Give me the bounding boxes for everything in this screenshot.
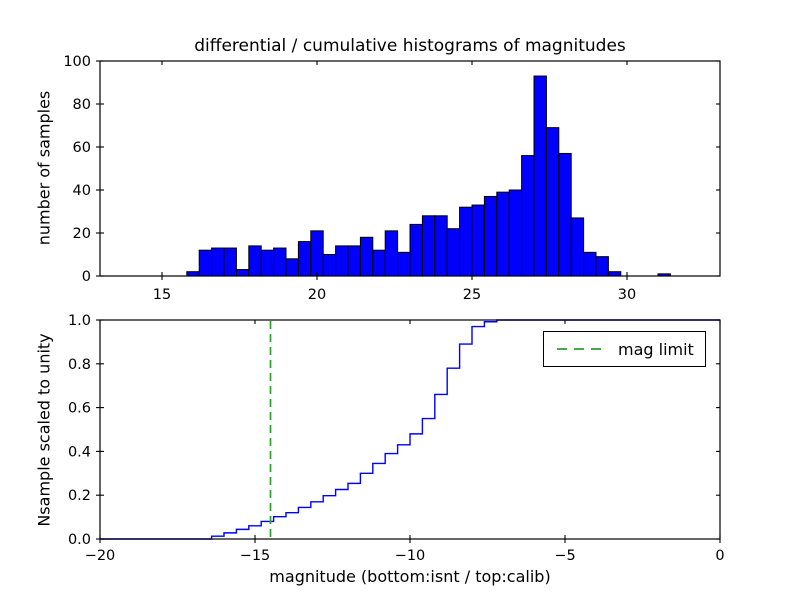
tick-label: 80	[73, 97, 91, 113]
histogram-bar	[285, 258, 299, 277]
histogram-bar	[359, 236, 374, 277]
cumulative-curve	[100, 319, 720, 540]
histogram-bar	[223, 247, 237, 277]
tick-label: −10	[395, 548, 426, 564]
tick-label: 0	[82, 269, 91, 285]
histogram-bar	[397, 251, 411, 277]
histogram-bar	[297, 241, 312, 277]
tick-label: 0.0	[68, 532, 91, 548]
histogram-bar	[496, 191, 510, 277]
tick-label: −20	[85, 548, 116, 564]
histogram-bar	[595, 256, 609, 277]
histogram-bar	[446, 228, 461, 277]
histogram-bar	[459, 206, 473, 277]
tick-label: −5	[554, 548, 575, 564]
legend: mag limit	[543, 331, 706, 367]
tick-label: 30	[618, 287, 636, 303]
histogram-bar	[384, 230, 399, 277]
tick-label: 20	[308, 287, 326, 303]
tick-label: 0	[715, 548, 724, 564]
histogram-bar	[211, 247, 225, 277]
histogram-bar	[545, 127, 560, 277]
tick-label: 0.8	[68, 357, 91, 373]
histogram-bar	[533, 75, 547, 277]
histogram-bar	[409, 223, 423, 277]
histogram-bar	[372, 249, 386, 277]
tick-label: 0.4	[68, 444, 91, 460]
histogram-bar	[310, 230, 324, 277]
histogram-bar	[335, 245, 349, 277]
histogram-bar	[434, 215, 448, 277]
tick-label: 25	[463, 287, 481, 303]
histogram-bar	[347, 245, 361, 277]
tick-label: 0.6	[68, 401, 91, 417]
histogram-bar	[186, 271, 200, 277]
histogram-bar	[235, 269, 250, 277]
tick-label: 0.2	[68, 488, 91, 504]
histogram-bar	[322, 254, 337, 277]
plot-border	[99, 60, 721, 277]
tick-label: 15	[153, 287, 171, 303]
legend-label: mag limit	[618, 339, 694, 359]
tick-label: 60	[73, 140, 91, 156]
histogram-bar	[607, 271, 622, 277]
tick-label: −15	[240, 548, 271, 564]
figure-title: differential / cumulative histograms of …	[194, 36, 626, 56]
tick-label: 100	[63, 54, 91, 70]
histogram-bar	[558, 152, 572, 277]
histogram-bar	[273, 247, 287, 277]
histogram-bar	[521, 155, 535, 277]
tick-label: 40	[73, 183, 91, 199]
tick-label: 1.0	[68, 313, 91, 329]
legend-dash-sample	[557, 348, 601, 350]
histogram-bar	[421, 215, 436, 277]
histogram-bar	[198, 249, 213, 277]
histogram-bar	[483, 195, 498, 277]
histogram-bar	[570, 217, 585, 277]
histogram-bar	[248, 245, 262, 277]
histogram-bar	[260, 249, 275, 277]
histogram-bar	[508, 189, 523, 277]
tick-label: 20	[73, 226, 91, 242]
bottom-xlabel: magnitude (bottom:isnt / top:calib)	[269, 567, 551, 586]
histogram-bar	[583, 251, 597, 277]
histogram-bar	[471, 204, 485, 277]
